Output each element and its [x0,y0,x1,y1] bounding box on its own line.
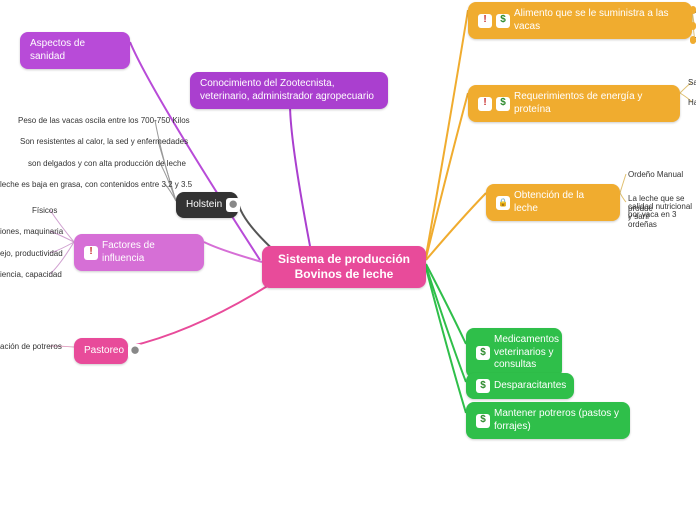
node-zootec[interactable]: Conocimiento del Zootecnista, veterinari… [190,72,388,109]
node-potreros[interactable]: $ Mantener potreros (pastos y forrajes) [466,402,630,439]
edge [620,193,626,202]
leaf-text: ejo, productividad [0,249,63,259]
node-label: Requerimientos de energía y proteína [514,91,670,116]
edge [620,174,626,193]
leaf-text: iones, maquinaria [0,227,63,237]
dollar-icon: $ [476,379,490,393]
leaf-text: leche es baja en grasa, con contenidos e… [0,180,192,190]
node-med[interactable]: $ Medicamentos veterinarios y consultas [466,328,562,378]
dollar-icon: $ [496,14,510,28]
node-label: Conocimiento del Zootecnista, veterinari… [200,78,378,103]
exclamation-icon: ! [84,246,98,260]
edge [426,93,468,258]
globe-icon: ⬤ [128,344,142,358]
leaf-text: Son resistentes al calor, la sed y enfer… [20,137,188,147]
node-label: Mantener potreros (pastos y forrajes) [494,408,620,433]
edge-cap [690,22,696,30]
node-pastoreo[interactable]: Pastoreo⬤ [74,338,128,364]
edge-cap [690,36,696,44]
edge [426,268,466,413]
edge [426,264,466,344]
leaf-text: ación de potreros [0,342,62,352]
edge [204,242,262,262]
node-desp[interactable]: $ Desparacitantes [466,373,574,399]
node-obtencion[interactable]: 🔒 Obtención de la leche [486,184,620,221]
leaf-text: Ordeño Manual [628,170,683,180]
leaf-text: Peso de las vacas oscila entre los 700-7… [18,116,190,126]
center-node[interactable]: Sistema de producciónBovinos de leche [262,246,426,288]
edge [158,141,176,201]
leaf-text: Sa [688,78,696,88]
node-label: Alimento que se le suministra a las vaca… [514,8,682,33]
leaf-text: por vaca en 3 ordeñas [628,210,696,229]
node-factores[interactable]: ! Factores de influencia [74,234,204,271]
edge-cap [690,6,696,14]
lock-icon: 🔒 [496,196,510,210]
node-label: Holstein [186,199,222,212]
edge [290,104,310,246]
dollar-icon: $ [496,97,510,111]
node-holstein[interactable]: Holstein ⬤ [176,192,238,218]
node-label: Obtención de la leche [514,190,610,215]
dollar-icon: $ [476,414,490,428]
node-label: Aspectos de sanidad [30,38,120,63]
exclamation-icon: ! [478,14,492,28]
dollar-icon: $ [476,346,490,360]
globe-icon: ⬤ [226,198,240,212]
node-req[interactable]: ! $ Requerimientos de energía y proteína [468,85,680,122]
leaf-text: son delgados y con alta producción de le… [28,159,186,169]
exclamation-icon: ! [478,97,492,111]
leaf-text: Físicos [32,206,57,216]
node-label: Pastoreo [84,345,124,358]
node-alimento[interactable]: ! $ Alimento que se le suministra a las va… [468,2,692,39]
node-label: Factores de influencia [102,240,194,265]
node-sanidad[interactable]: Aspectos de sanidad [20,32,130,69]
leaf-text: iencia, capacidad [0,270,62,280]
node-label: Medicamentos veterinarios y consultas [494,334,559,372]
node-label: Desparacitantes [494,380,566,393]
edge [128,278,280,347]
leaf-text: Ha [688,98,696,108]
center-label: Sistema de producciónBovinos de leche [278,252,410,282]
edge [426,266,466,382]
